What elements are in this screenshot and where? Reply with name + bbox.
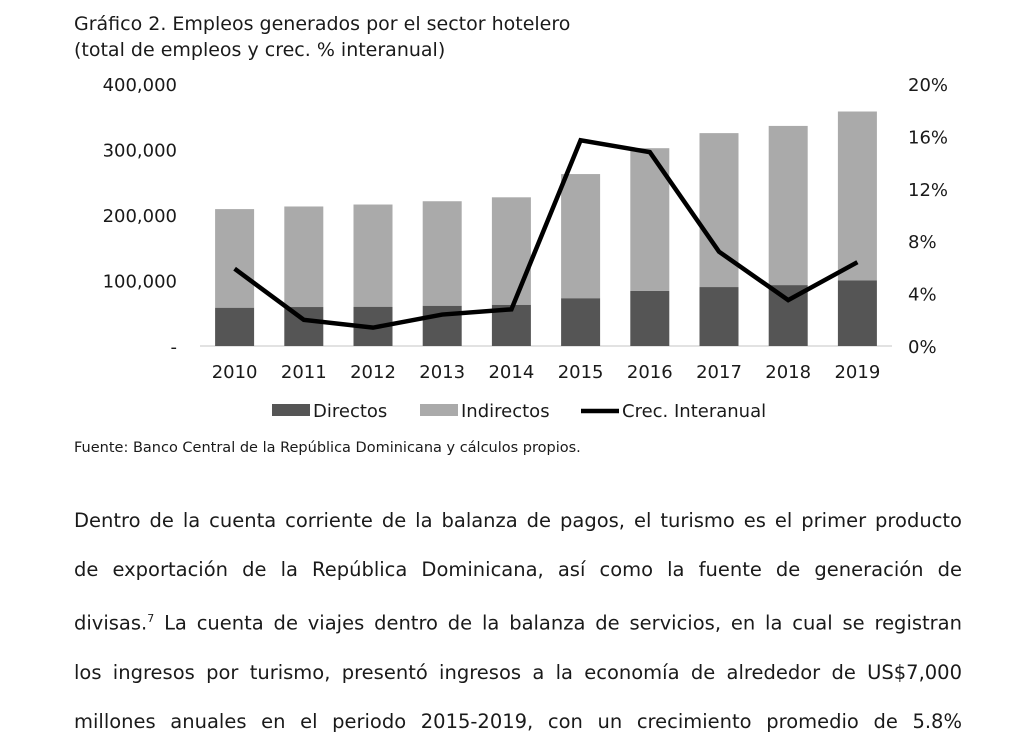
bar-indirectos <box>353 204 393 307</box>
bar-indirectos <box>215 209 255 308</box>
bar-indirectos <box>491 197 531 305</box>
chart: - 100,000 200,000 300,000 400,000 0% 4% 8% 12% 16… <box>103 75 948 422</box>
bar-directos <box>837 280 877 346</box>
paragraph-line: divisas.7 La cuenta de viajes dentro de … <box>74 611 962 635</box>
legend-label-indirectos: Indirectos <box>461 401 550 422</box>
chart-subtitle: (total de empleos y crec. % interanual) <box>74 39 446 61</box>
y2-tick-label: 8% <box>908 232 937 253</box>
paragraph-line: de exportación de la República Dominican… <box>74 558 962 581</box>
y-tick-label: - <box>171 337 178 358</box>
bar-indirectos <box>837 111 877 281</box>
x-tick-label: 2017 <box>696 362 742 383</box>
x-tick-label: 2019 <box>834 362 880 383</box>
x-tick-label: 2015 <box>558 362 604 383</box>
x-tick-label: 2010 <box>212 362 258 383</box>
bar-directos <box>699 287 739 346</box>
bar-directos <box>561 298 601 346</box>
bar-indirectos <box>284 206 324 308</box>
bar-indirectos <box>768 125 808 286</box>
y2-tick-label: 12% <box>908 180 948 201</box>
footnote-ref: 7 <box>147 612 155 625</box>
y2-tick-label: 0% <box>908 337 937 358</box>
x-tick-label: 2018 <box>765 362 811 383</box>
line-crec-interanual <box>233 137 859 330</box>
y2-tick-label: 16% <box>908 127 948 148</box>
bar-indirectos <box>422 201 462 306</box>
y-tick-label: 100,000 <box>103 272 177 293</box>
paragraph-line: Dentro de la cuenta corriente de la bala… <box>74 509 962 532</box>
source-note: Fuente: Banco Central de la República Do… <box>74 440 581 456</box>
x-tick-label: 2011 <box>281 362 327 383</box>
bar-directos <box>215 307 255 346</box>
legend-label-crec: Crec. Interanual <box>622 401 766 422</box>
x-tick-label: 2016 <box>627 362 673 383</box>
legend-label-directos: Directos <box>313 401 387 422</box>
legend-swatch-directos <box>272 404 310 416</box>
y2-tick-label: 20% <box>908 75 948 96</box>
body-paragraph: Dentro de la cuenta corriente de la bala… <box>74 496 962 746</box>
paragraph-line: millones anuales en el periodo 2015-2019… <box>74 709 962 733</box>
legend-swatch-indirectos <box>420 404 458 416</box>
paragraph-line: los ingresos por turismo, presentó ingre… <box>74 660 962 684</box>
chart-title: Gráfico 2. Empleos generados por el sect… <box>74 13 571 35</box>
y-tick-label: 300,000 <box>103 141 177 162</box>
x-tick-label: 2014 <box>488 362 534 383</box>
x-tick-label: 2013 <box>419 362 465 383</box>
y2-tick-label: 4% <box>908 285 937 306</box>
x-tick-label: 2012 <box>350 362 396 383</box>
bar-indirectos <box>561 174 601 299</box>
bar-directos <box>630 290 670 346</box>
bar-directos <box>284 307 324 346</box>
y-tick-label: 400,000 <box>103 75 177 96</box>
y-tick-label: 200,000 <box>103 206 177 227</box>
